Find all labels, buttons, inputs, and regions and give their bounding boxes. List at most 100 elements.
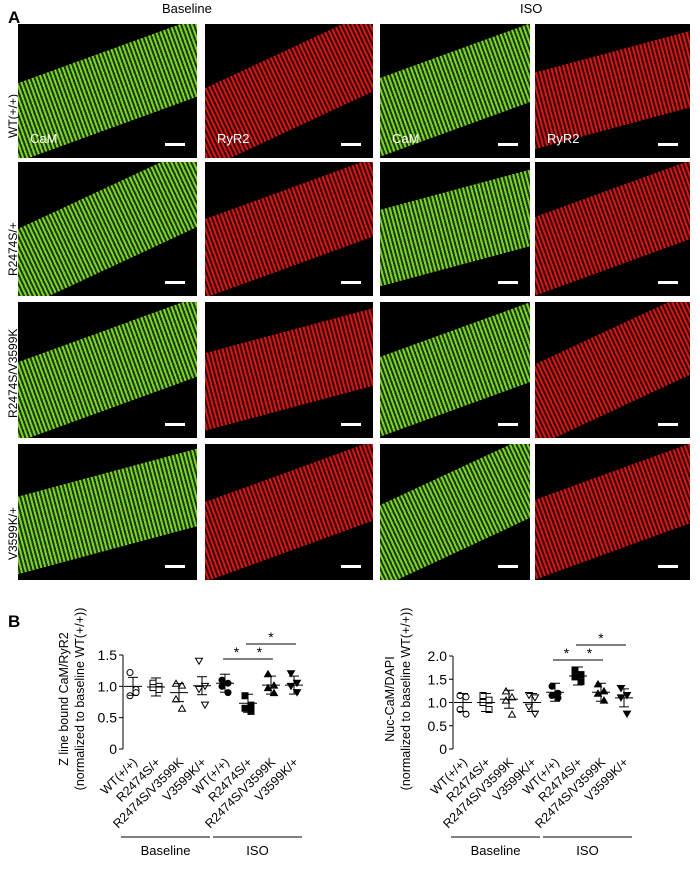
data-point [286,670,296,678]
data-point [507,692,517,701]
y-tick-label: 0.5 [428,718,448,734]
y-tick-label: 1.0 [428,695,448,711]
stain-label: RyR2 [547,131,580,146]
data-point [292,679,302,688]
cam-micrograph [380,444,530,580]
data-point [548,682,556,690]
cardiomyocyte [18,302,197,438]
data-point [577,671,585,679]
significance-star: * [257,644,263,660]
data-point [554,694,562,702]
chart-nuc-cam: 0 0.5 1.0 1.5 2.0 Nuc-CaM/DAPI (normalized to … [383,608,633,858]
significance-star: * [234,644,240,660]
data-point [247,707,255,715]
ryr2-micrograph: RyR2 [535,24,690,158]
cam-micrograph [18,162,197,296]
baseline-heading: Baseline [162,1,212,16]
data-point [241,692,249,700]
scale-bar [658,143,678,146]
scale-bar [658,565,678,568]
cam-micrograph: CaM [18,24,197,158]
data-point [177,704,187,712]
data-point [524,703,534,712]
data-point [194,657,204,666]
cardiomyocyte [205,162,373,296]
data-point [177,681,187,689]
iso-heading: ISO [520,1,543,16]
cardiomyocyte [535,302,690,438]
cardiomyocyte [380,444,530,580]
data-point [571,666,579,674]
data-point [292,689,302,697]
cardiomyocyte [18,444,197,580]
y-tick-label: 1.5 [98,647,118,663]
scale-bar [341,565,361,568]
cardiomyocyte [18,162,197,296]
chart-zline-cam: 0 0.5 1.0 1.5 Z line bound CaM/RyR2 (normaliz… [57,608,303,858]
scale-bar [341,281,361,284]
data-point [263,669,273,678]
data-point [501,696,511,704]
data-point [200,682,210,691]
data-point [507,710,517,718]
group-label: Baseline [141,843,191,858]
panel-b-letter: B [8,612,21,631]
data-point [462,710,470,718]
data-point [149,684,157,692]
y-axis-label: Nuc-CaM/DAPI [383,656,397,741]
ryr2-micrograph [535,444,690,580]
scale-bar [498,281,518,284]
scale-bar [165,423,185,426]
y-axis-label: Z line bound CaM/RyR2 [57,632,71,765]
y-tick-label: 0 [109,741,117,757]
panel-a-letter: A [8,8,21,27]
data-point [286,682,296,691]
scale-bar [341,423,361,426]
data-point [622,692,632,700]
data-point [218,676,226,684]
significance-star: * [587,645,593,661]
cam-micrograph [380,302,530,438]
stain-label: CaM [30,131,58,146]
y-axis-label: (normalized to baseline WT(+/+)) [73,608,87,791]
cardiomyocyte [380,302,530,438]
cam-micrograph [18,444,197,580]
scale-bar [165,281,185,284]
data-point [571,673,579,681]
scale-bar [165,143,185,146]
cam-micrograph [18,302,197,438]
group-label: ISO [246,843,268,858]
data-point [622,710,632,719]
ryr2-micrograph: RyR2 [205,24,373,158]
data-point [132,689,140,697]
data-point [218,682,226,690]
stain-label: CaM [392,131,420,146]
scale-bar [498,423,518,426]
cardiomyocyte [535,444,690,580]
scale-bar [498,143,518,146]
data-point [530,710,540,719]
data-point [462,693,470,701]
y-tick-label: 0.5 [98,710,118,726]
data-point [599,696,609,704]
data-point [263,683,273,692]
y-tick-label: 0 [439,741,447,757]
data-point [593,689,603,697]
y-axis-label: (normalized to baseline WT(+/+)) [399,608,413,791]
y-tick-label: 1.5 [428,671,448,687]
ryr2-micrograph [535,302,690,438]
scale-bar [341,143,361,146]
scale-bar [658,281,678,284]
data-point [577,678,585,686]
cam-micrograph [380,162,530,296]
data-point [524,692,534,700]
y-tick-label: 1.0 [98,678,118,694]
data-point [126,669,134,677]
group-label: Baseline [471,843,521,858]
data-point [530,694,540,702]
data-point [200,701,210,710]
cardiomyocyte [535,162,690,296]
scale-bar [165,565,185,568]
cardiomyocyte [380,165,530,292]
